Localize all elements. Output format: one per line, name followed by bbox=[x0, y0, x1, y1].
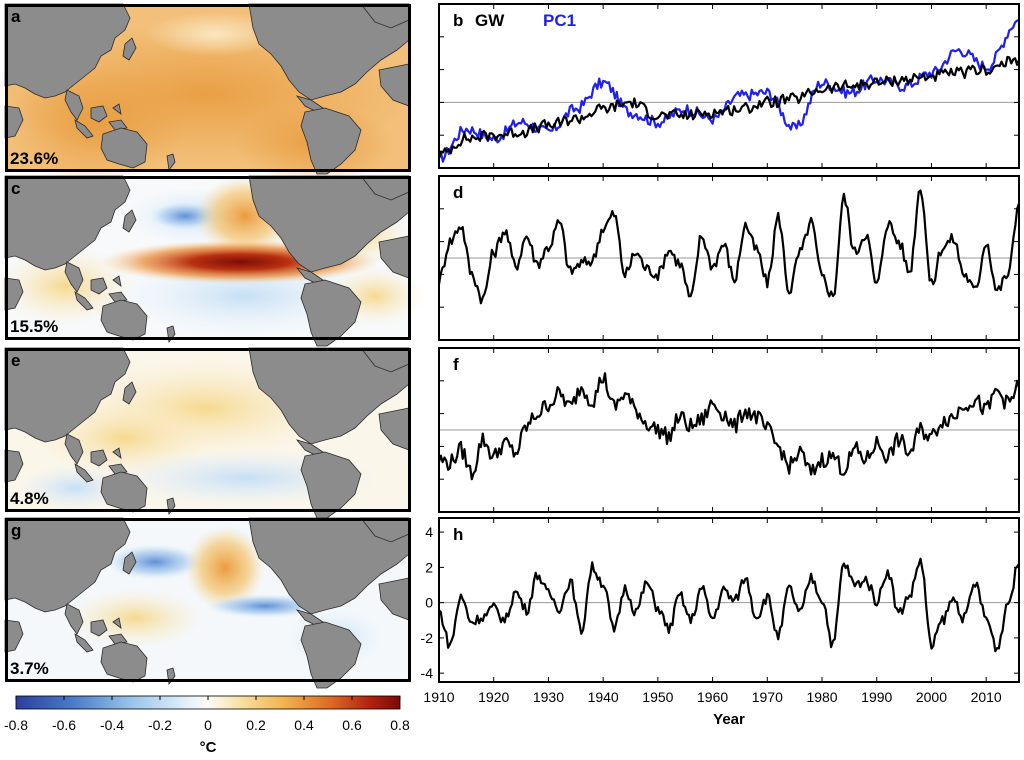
x-tick-label: 1910 bbox=[423, 689, 454, 705]
x-tick-label: 2010 bbox=[971, 689, 1002, 705]
legend-pc1: PC1 bbox=[543, 11, 576, 30]
plot-frame bbox=[438, 3, 1020, 169]
panel-label: g bbox=[11, 521, 21, 540]
colorbar-tick-label: -0.2 bbox=[148, 717, 172, 733]
y-tick-label: 4 bbox=[425, 524, 433, 540]
variance-label: 15.5% bbox=[10, 317, 58, 336]
y-tick-label: 0 bbox=[425, 595, 433, 611]
panel-label: b bbox=[453, 11, 463, 30]
panel-label: h bbox=[453, 525, 463, 544]
map-panel-c: c 15.5% bbox=[0, 175, 425, 347]
colorbar-tick-label: -0.4 bbox=[100, 717, 124, 733]
variance-label: 3.7% bbox=[10, 659, 49, 678]
timeseries-panel-h: 4 2 0 -2 -4 h 1910 1920 1930 1940 1950 1960 1970 1980… bbox=[421, 517, 1020, 728]
series-line bbox=[439, 19, 1019, 163]
colorbar-ticks: -0.8 -0.6 -0.4 -0.2 0 0.2 0.4 0.6 0.8 bbox=[4, 696, 410, 733]
colorbar-tick-label: 0.2 bbox=[246, 717, 266, 733]
plot-frame bbox=[438, 517, 1020, 683]
series-line bbox=[439, 372, 1019, 481]
x-tick-label: 2000 bbox=[916, 689, 947, 705]
map-panel-a: a 23.6% bbox=[0, 3, 415, 184]
x-tick-label: 1970 bbox=[752, 689, 783, 705]
x-tick-label: 1980 bbox=[806, 689, 837, 705]
timeseries-panel-d: d bbox=[438, 175, 1020, 341]
variance-label: 4.8% bbox=[10, 489, 49, 508]
timeseries-panel-f: f bbox=[438, 347, 1020, 513]
colorbar: -0.8 -0.6 -0.4 -0.2 0 0.2 0.4 0.6 0.8 °C bbox=[4, 695, 410, 756]
plot-frame bbox=[438, 347, 1020, 513]
colorbar-tick-label: 0 bbox=[204, 717, 212, 733]
timeseries-panel-b: b GW PC1 bbox=[438, 3, 1020, 169]
y-tick-label: -4 bbox=[421, 665, 434, 681]
x-tick-label: 1950 bbox=[642, 689, 673, 705]
variance-label: 23.6% bbox=[10, 149, 58, 168]
x-axis-title: Year bbox=[713, 711, 745, 728]
map-panel-e: e 4.8% bbox=[4, 347, 411, 519]
panel-label: f bbox=[453, 355, 459, 374]
y-tick-label: -2 bbox=[421, 630, 434, 646]
y-tick-label: 2 bbox=[425, 559, 433, 575]
x-tick-label: 1930 bbox=[533, 689, 564, 705]
colorbar-tick-label: 0.6 bbox=[342, 717, 362, 733]
series-line bbox=[439, 557, 1019, 653]
panel-label: d bbox=[453, 183, 463, 202]
x-tick-label: 1990 bbox=[861, 689, 892, 705]
colorbar-tick-label: -0.8 bbox=[4, 717, 28, 733]
panel-label: c bbox=[11, 179, 20, 198]
x-tick-label: 1940 bbox=[588, 689, 619, 705]
colorbar-tick-label: -0.6 bbox=[52, 717, 76, 733]
plot-frame bbox=[438, 175, 1020, 341]
panel-label: e bbox=[11, 351, 20, 370]
colorbar-tick-label: 0.4 bbox=[294, 717, 314, 733]
colorbar-unit: °C bbox=[200, 739, 217, 756]
map-panel-g: g 3.7% bbox=[4, 517, 411, 689]
legend-gw: GW bbox=[475, 11, 505, 30]
colorbar-tick-label: 0.8 bbox=[390, 717, 410, 733]
x-tick-label: 1960 bbox=[697, 689, 728, 705]
x-tick-label: 1920 bbox=[478, 689, 509, 705]
series-line bbox=[439, 189, 1019, 305]
series-line bbox=[439, 55, 1019, 159]
panel-label: a bbox=[11, 7, 21, 26]
